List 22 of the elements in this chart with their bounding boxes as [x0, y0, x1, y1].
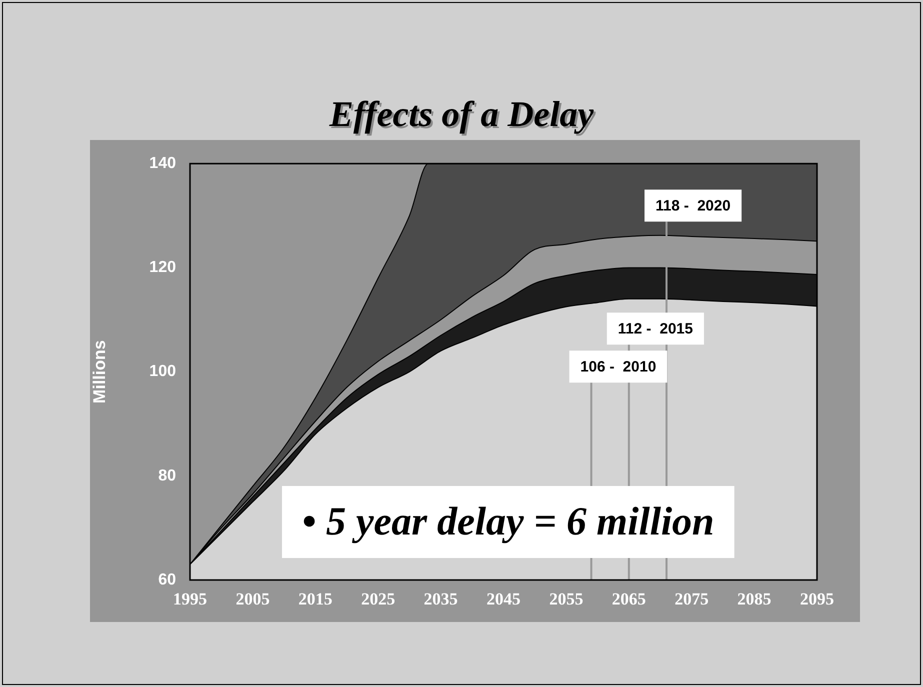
y-tick-label: 80 — [158, 467, 176, 484]
x-tick-label: 2005 — [236, 590, 270, 609]
annotation: 106 - 2010 — [580, 358, 656, 376]
chart-title: Effects of a Delay — [328, 93, 595, 135]
y-tick-label: 60 — [158, 571, 176, 588]
annotation: 118 - 2020 — [656, 198, 731, 215]
annotation: • 5 year delay = 6 million — [302, 498, 714, 544]
annotation: 112 - 2015 — [618, 320, 693, 338]
x-tick-label: 2015 — [298, 590, 332, 609]
x-tick-label: 2055 — [549, 590, 584, 609]
x-tick-label: 2085 — [737, 590, 772, 609]
x-tick-label: 2035 — [424, 590, 458, 609]
y-tick-label: 120 — [149, 259, 176, 276]
y-tick-label: 140 — [149, 155, 176, 172]
x-tick-label: 1995 — [173, 590, 207, 609]
x-tick-label: 2045 — [486, 590, 520, 609]
x-tick-label: 2095 — [800, 590, 834, 609]
x-tick-label: 2075 — [674, 590, 709, 609]
x-tick-label: 2025 — [361, 590, 396, 609]
x-tick-label: 2065 — [612, 590, 646, 609]
y-tick-label: 100 — [149, 363, 176, 380]
y-axis-title: Millions — [90, 340, 109, 404]
